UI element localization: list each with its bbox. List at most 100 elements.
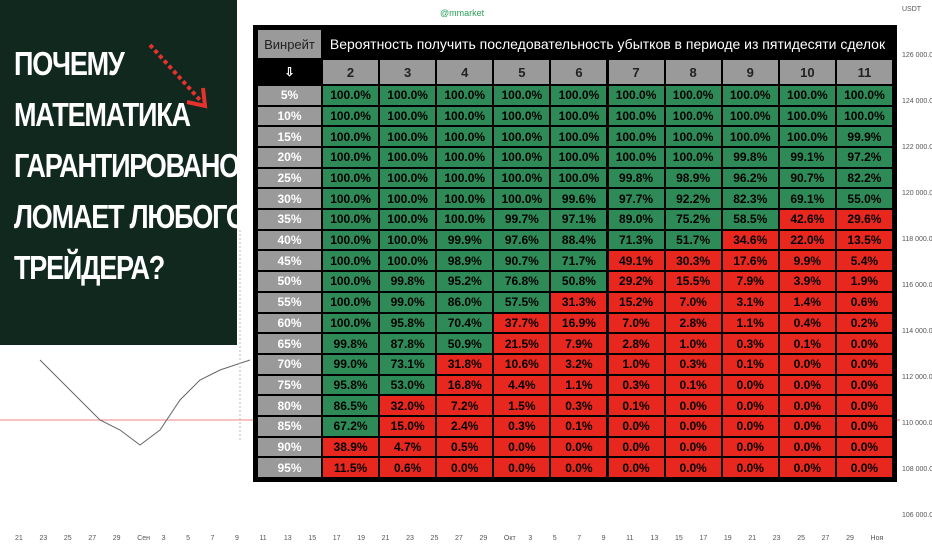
date-label: 9 xyxy=(235,535,239,542)
probability-cell: 21.5% xyxy=(493,333,551,354)
probability-cell: 2.4% xyxy=(436,415,494,437)
probability-cell: 98.9% xyxy=(664,167,722,189)
probability-cell: 0.0% xyxy=(607,457,665,478)
row-header: 30% xyxy=(257,188,322,210)
arrow-icon xyxy=(148,43,208,109)
probability-cell: 49.1% xyxy=(607,250,665,272)
date-label: 21 xyxy=(381,535,390,542)
probability-cell: 0.0% xyxy=(835,353,893,375)
probability-cell: 100.0% xyxy=(322,250,380,272)
probability-cell: 100.0% xyxy=(379,209,437,230)
row-header: 45% xyxy=(257,250,322,272)
probability-cell: 10.6% xyxy=(493,353,551,375)
date-label: 27 xyxy=(455,535,463,542)
probability-cell: 99.9% xyxy=(436,229,494,251)
probability-cell: 99.8% xyxy=(607,167,665,189)
probability-cell: 4.4% xyxy=(493,374,551,396)
row-header: 60% xyxy=(257,312,322,334)
probability-cell: 31.8% xyxy=(436,353,494,375)
row-header: 55% xyxy=(257,291,322,313)
row-header: 25% xyxy=(257,167,322,189)
probability-cell: 100.0% xyxy=(436,126,494,148)
probability-cell: 98.9% xyxy=(436,250,494,272)
probability-cell: 100.0% xyxy=(550,85,608,106)
date-label: 21 xyxy=(15,535,23,542)
row-header: 15% xyxy=(257,126,322,148)
date-label: 17 xyxy=(699,535,708,542)
date-label: 5 xyxy=(552,535,557,542)
probability-cell: 97.7% xyxy=(607,188,665,210)
probability-cell: 0.0% xyxy=(778,353,836,375)
probability-cell: 0.3% xyxy=(721,333,779,354)
probability-cell: 58.5% xyxy=(721,209,779,230)
probability-table: Винрейт Вероятность получить последовател… xyxy=(253,25,897,482)
price-label: 126 000.0 xyxy=(902,52,932,59)
probability-cell: 99.8% xyxy=(721,147,779,168)
probability-cell: 0.0% xyxy=(778,436,836,458)
date-label: 5 xyxy=(186,535,191,542)
probability-cell: 16.8% xyxy=(436,374,494,396)
probability-cell: 100.0% xyxy=(322,105,380,127)
column-header: 5 xyxy=(493,59,551,85)
probability-cell: 0.0% xyxy=(493,457,551,478)
probability-cell: 9.9% xyxy=(778,250,836,272)
date-label: Сен xyxy=(137,535,151,542)
probability-cell: 0.0% xyxy=(721,415,779,437)
row-header: 70% xyxy=(257,353,322,375)
probability-cell: 0.4% xyxy=(778,312,836,334)
date-label: 21 xyxy=(748,535,757,542)
probability-cell: 100.0% xyxy=(721,105,779,127)
date-label: 23 xyxy=(772,535,781,542)
probability-cell: 0.0% xyxy=(607,436,665,458)
headline-panel: ПОЧЕМУ МАТЕМАТИКА ГАРАНТИРОВАНО ЛОМАЕТ ЛЮБО… xyxy=(0,0,247,345)
probability-cell: 97.6% xyxy=(493,229,551,251)
probability-cell: 97.2% xyxy=(835,147,893,168)
row-header: 90% xyxy=(257,436,322,458)
probability-cell: 0.0% xyxy=(436,457,494,478)
probability-cell: 71.7% xyxy=(550,250,608,272)
date-label: Окт xyxy=(503,535,516,542)
probability-cell: 100.0% xyxy=(322,147,380,168)
headline-line: ГАРАНТИРОВАНО xyxy=(14,147,240,184)
probability-cell: 87.8% xyxy=(379,333,437,354)
probability-cell: 86.5% xyxy=(322,395,380,416)
probability-cell: 100.0% xyxy=(322,271,380,292)
column-header: 9 xyxy=(721,59,779,85)
price-axis: USDT 126 000.0 124 000.0 122 000.0 120 000.0… xyxy=(900,0,932,520)
probability-cell: 73.1% xyxy=(379,353,437,375)
probability-cell: 51.7% xyxy=(664,229,722,251)
probability-cell: 100.0% xyxy=(322,209,380,230)
probability-cell: 75.2% xyxy=(664,209,722,230)
probability-cell: 90.7% xyxy=(778,167,836,189)
column-header: 7 xyxy=(607,59,665,85)
probability-cell: 99.0% xyxy=(322,353,380,375)
probability-cell: 95.2% xyxy=(436,271,494,292)
probability-cell: 100.0% xyxy=(778,105,836,127)
probability-cell: 7.0% xyxy=(607,312,665,334)
price-label: 124 000.0 xyxy=(902,98,932,105)
probability-cell: 100.0% xyxy=(322,229,380,251)
probability-cell: 100.0% xyxy=(379,147,437,168)
date-label: 29 xyxy=(479,535,488,542)
probability-cell: 100.0% xyxy=(436,105,494,127)
arrow-header: ⇩ xyxy=(257,59,322,85)
probability-cell: 0.0% xyxy=(721,395,779,416)
probability-cell: 42.6% xyxy=(778,209,836,230)
probability-cell: 1.0% xyxy=(607,353,665,375)
date-label: 25 xyxy=(63,535,72,542)
price-label: 116 000.0 xyxy=(902,282,932,289)
probability-cell: 34.6% xyxy=(721,229,779,251)
probability-cell: 100.0% xyxy=(664,105,722,127)
probability-cell: 90.7% xyxy=(493,250,551,272)
probability-cell: 100.0% xyxy=(607,85,665,106)
probability-cell: 0.1% xyxy=(550,415,608,437)
probability-cell: 16.9% xyxy=(550,312,608,334)
price-label: 112 000.0 xyxy=(902,374,932,381)
probability-cell: 50.8% xyxy=(550,271,608,292)
probability-cell: 100.0% xyxy=(379,105,437,127)
probability-cell: 95.8% xyxy=(322,374,380,396)
probability-cell: 0.2% xyxy=(835,312,893,334)
probability-cell: 0.3% xyxy=(607,374,665,396)
date-label: 19 xyxy=(357,535,366,542)
price-label: 118 000.0 xyxy=(902,236,932,243)
